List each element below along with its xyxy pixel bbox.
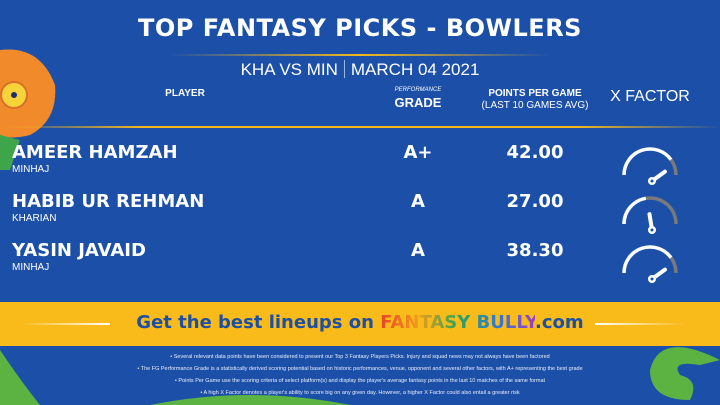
player-name: YASIN JAVAID <box>12 240 146 261</box>
player-points: 38.30 <box>506 240 564 261</box>
note-2: • The FG Performance Grade is a statisti… <box>137 366 583 372</box>
col-grade: GRADE <box>394 95 442 110</box>
gauge-fill <box>622 196 647 225</box>
divider <box>595 323 685 325</box>
match-info: KHA VS MIN MARCH 04 2021 <box>0 60 720 80</box>
mascot-logo <box>0 49 56 170</box>
cta-domain: .com <box>535 312 584 333</box>
divider <box>0 126 720 128</box>
gauge-fill <box>622 147 673 176</box>
col-grade-small: PERFORMANCE <box>394 87 442 93</box>
xfactor-gauge-icon <box>622 245 678 283</box>
note-3: • Points Per Game use the scoring criter… <box>174 378 546 384</box>
player-grade: A+ <box>403 142 433 163</box>
player-team: MINHAJ <box>12 262 50 273</box>
decorative-swirls <box>0 347 720 405</box>
page-title: TOP FANTASY PICKS - BOWLERS <box>138 14 582 42</box>
xfactor-gauge-icon <box>622 196 678 234</box>
divider <box>20 323 110 325</box>
brand-logo-text: FANTASY BULLY <box>380 312 536 333</box>
col-points-sub: (LAST 10 GAMES AVG) <box>481 100 589 111</box>
gauge-rest <box>669 256 678 274</box>
note-4: • A high X Factor denotes a player's abi… <box>200 390 520 396</box>
gauge-rest <box>669 158 678 176</box>
match-teams: KHA VS MIN <box>240 60 338 79</box>
separator <box>343 60 345 78</box>
match-date: MARCH 04 2021 <box>350 60 480 79</box>
col-player: PLAYER <box>165 88 205 99</box>
divider <box>170 54 550 56</box>
cta-link[interactable]: Get the best lineups on FANTASY BULLY.co… <box>0 312 720 333</box>
cta-text: Get the best lineups on <box>136 312 381 333</box>
col-points: POINTS PER GAME <box>488 88 582 99</box>
player-team: MINHAJ <box>12 164 50 175</box>
gauge-rest <box>645 196 678 225</box>
col-xfactor: X FACTOR <box>610 88 690 105</box>
player-points: 27.00 <box>506 191 564 212</box>
player-grade: A <box>411 191 425 212</box>
player-grade: A <box>411 240 425 261</box>
note-1: • Several relevant data points have been… <box>170 354 550 360</box>
player-name: AMEER HAMZAH <box>12 142 178 163</box>
player-points: 42.00 <box>506 142 564 163</box>
gauge-fill <box>622 245 673 274</box>
player-team: KHARIAN <box>12 213 57 224</box>
xfactor-gauge-icon <box>622 147 678 185</box>
player-name: HABIB UR REHMAN <box>12 191 205 212</box>
